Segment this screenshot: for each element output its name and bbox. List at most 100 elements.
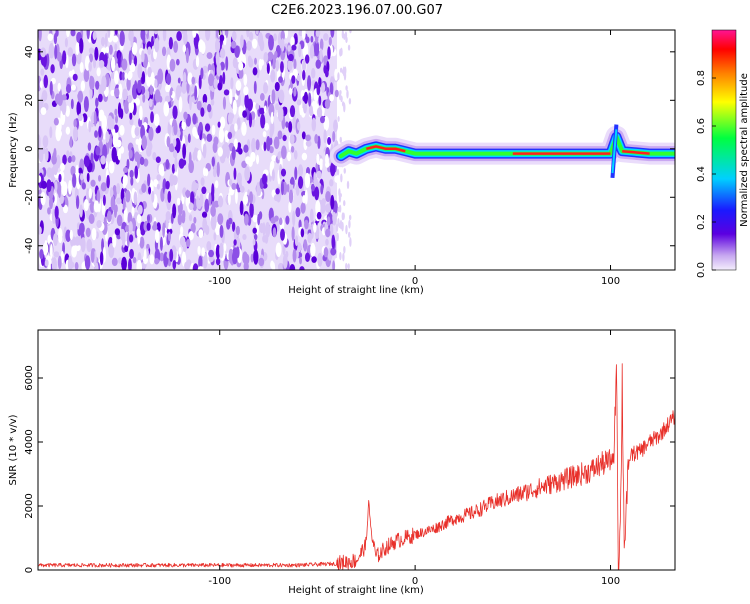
noise-cell: [55, 30, 59, 37]
noise-cell: [49, 243, 53, 259]
noise-cell: [239, 200, 244, 216]
noise-cell: [313, 40, 320, 57]
noise-cell: [113, 205, 117, 218]
noise-cell: [325, 203, 332, 213]
noise-cell: [235, 246, 240, 259]
noise-cell: [86, 238, 93, 253]
noise-cell: [173, 121, 178, 136]
noise-cell: [119, 124, 125, 136]
noise-cell: [89, 87, 93, 100]
noise-cell: [79, 204, 83, 218]
noise-cell: [151, 35, 155, 47]
noise-cell: [102, 246, 107, 263]
noise-cell: [242, 251, 248, 264]
noise-cell: [324, 98, 331, 109]
noise-cell: [38, 134, 41, 150]
noise-cell: [214, 221, 221, 236]
top-x-axis-label: Height of straight line (km): [288, 285, 424, 296]
noise-cell: [192, 30, 197, 38]
noise-cell: [81, 182, 86, 190]
noise-cell: [299, 266, 305, 270]
noise-cell: [83, 155, 90, 168]
noise-cell: [90, 179, 96, 187]
noise-cell: [178, 247, 182, 255]
noise-cell: [51, 154, 57, 165]
noise-cell: [188, 202, 194, 211]
noise-cell: [57, 255, 62, 270]
noise-cell: [129, 234, 134, 243]
noise-cell: [293, 150, 298, 160]
noise-cell: [83, 96, 89, 113]
noise-cell: [315, 30, 321, 37]
noise-cell: [228, 217, 233, 225]
noise-cell: [285, 121, 289, 128]
noise-cell: [54, 205, 59, 220]
noise-cell: [163, 101, 170, 117]
noise-cell: [51, 257, 57, 270]
noise-cell: [96, 220, 102, 229]
noise-cell: [243, 213, 249, 226]
noise-cell: [44, 259, 49, 267]
noise-cell: [227, 192, 231, 206]
noise-cell: [153, 113, 160, 127]
noise-cell: [213, 232, 217, 241]
noise-cell: [119, 71, 123, 81]
noise-cell: [39, 249, 44, 260]
noise-cell: [101, 75, 107, 92]
noise-cell: [208, 249, 215, 258]
noise-cell: [80, 80, 86, 92]
noise-cell: [105, 46, 109, 54]
noise-cell: [55, 125, 62, 142]
noise-cell: [65, 105, 70, 117]
noise-cell: [107, 30, 111, 39]
noise-cell: [129, 248, 134, 259]
noise-cell: [71, 155, 76, 163]
noise-cell: [190, 191, 195, 206]
noise-cell: [316, 170, 322, 179]
noise-cell: [242, 194, 249, 206]
noise-cell: [199, 193, 204, 207]
noise-cell: [116, 182, 121, 195]
noise-cell: [237, 142, 242, 150]
noise-cell: [201, 186, 207, 195]
noise-cell: [320, 116, 325, 124]
noise-cell: [200, 107, 205, 117]
noise-cell: [62, 204, 69, 214]
noise-cell: [348, 219, 351, 229]
noise-cell: [204, 123, 211, 132]
noise-cell: [215, 51, 220, 67]
noise-cell: [281, 145, 287, 160]
noise-cell: [128, 221, 133, 234]
noise-cell: [57, 93, 63, 106]
noise-cell: [139, 236, 145, 249]
noise-cell: [210, 99, 215, 106]
noise-cell: [93, 110, 97, 127]
noise-cell: [263, 82, 269, 94]
noise-cell: [70, 98, 74, 110]
noise-cell: [287, 59, 293, 72]
noise-cell: [286, 183, 290, 193]
colorbar-tick-label: 0.2: [696, 214, 707, 230]
noise-cell: [72, 126, 79, 142]
signal-band-green: [338, 134, 675, 159]
noise-cell: [239, 185, 245, 193]
noise-cell: [284, 106, 288, 115]
snr-line: [38, 363, 675, 570]
noise-cell: [217, 121, 221, 128]
noise-cell: [124, 72, 128, 80]
noise-cell: [70, 84, 76, 91]
noise-cell: [348, 214, 352, 221]
top-y-axis-label: Frequency (Hz): [8, 112, 19, 188]
noise-cell: [316, 211, 322, 220]
noise-cell: [280, 30, 285, 41]
noise-cell: [124, 245, 129, 253]
noise-cell: [302, 69, 306, 81]
noise-cell: [319, 38, 324, 51]
noise-cell: [252, 238, 256, 246]
noise-cell: [49, 126, 53, 139]
noise-cell: [58, 173, 62, 183]
noise-cell: [277, 106, 284, 122]
noise-cell: [332, 260, 336, 270]
noise-cell: [133, 191, 138, 206]
